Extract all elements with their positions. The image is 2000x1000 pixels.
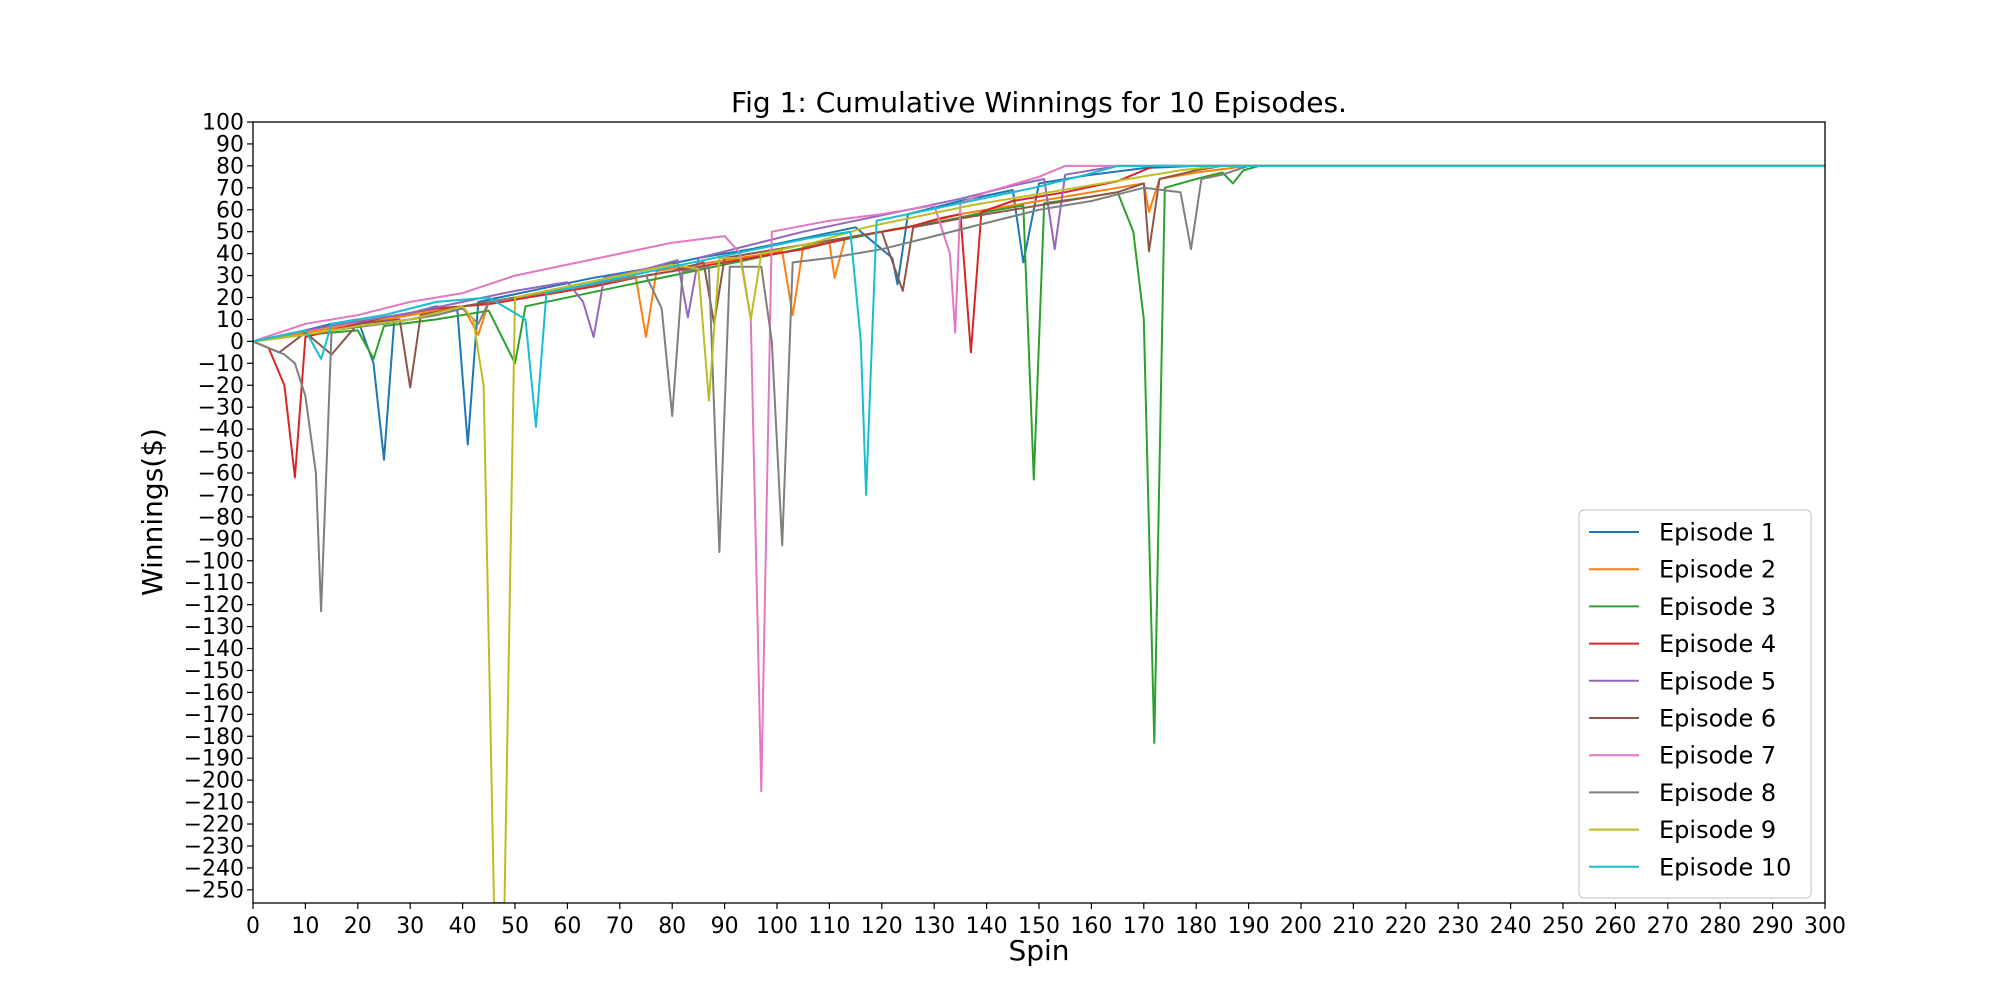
x-tick-label: 190 [1228, 914, 1270, 939]
legend: Episode 1 Episode 2 Episode 3 Episode 4 Epis… [1578, 509, 1812, 899]
x-tick-label: 90 [711, 914, 739, 939]
y-tick-label: −250 [184, 878, 244, 903]
y-tick-label: −120 [184, 593, 244, 618]
y-tick-label: −210 [184, 791, 244, 816]
x-tick-label: 290 [1752, 914, 1794, 939]
legend-label-episode-9: Episode 9 [1659, 816, 1776, 844]
y-tick-label: −190 [184, 747, 244, 772]
x-tick-label: 0 [246, 914, 260, 939]
y-tick-label: −130 [184, 615, 244, 640]
y-tick-label: −90 [198, 527, 244, 552]
y-tick-label: 40 [216, 242, 244, 267]
y-tick-label: 90 [216, 132, 244, 157]
series-lines [253, 164, 1825, 903]
x-tick-label: 250 [1542, 914, 1584, 939]
x-tick-label: 200 [1280, 914, 1322, 939]
legend-label-episode-6: Episode 6 [1659, 705, 1776, 733]
y-tick-label: −40 [198, 418, 244, 443]
x-tick-label: 40 [449, 914, 477, 939]
legend-label-episode-3: Episode 3 [1659, 593, 1776, 621]
x-tick-label: 160 [1070, 914, 1112, 939]
y-tick-label: 10 [216, 308, 244, 333]
y-tick-label: −30 [198, 396, 244, 421]
x-tick-label: 130 [913, 914, 955, 939]
x-tick-label: 150 [1018, 914, 1060, 939]
x-tick-label: 110 [808, 914, 850, 939]
legend-label-episode-1: Episode 1 [1659, 519, 1776, 547]
legend-label-episode-2: Episode 2 [1659, 556, 1776, 584]
y-tick-label: −230 [184, 834, 244, 859]
y-tick-label: −50 [198, 440, 244, 465]
x-tick-label: 60 [553, 914, 581, 939]
x-tick-label: 240 [1490, 914, 1532, 939]
y-tick-label: −80 [198, 505, 244, 530]
y-axis: 1009080706050403020100−10−20−30−40−50−60… [184, 111, 253, 903]
x-axis: 0 10 20 30 40 50 60 70 80 90 100 110 120 130 140 150 160… [246, 903, 1846, 939]
legend-label-episode-7: Episode 7 [1659, 742, 1776, 770]
y-tick-label: −240 [184, 856, 244, 881]
y-tick-label: 30 [216, 264, 244, 289]
y-tick-label: −100 [184, 549, 244, 574]
series-line-episode-9 [253, 164, 1825, 903]
x-tick-label: 80 [658, 914, 686, 939]
y-tick-label: −140 [184, 637, 244, 662]
y-tick-label: −60 [198, 462, 244, 487]
x-axis-label: Spin [1008, 934, 1069, 967]
y-tick-label: −220 [184, 813, 244, 838]
y-tick-label: 60 [216, 198, 244, 223]
x-tick-label: 210 [1332, 914, 1374, 939]
legend-label-episode-5: Episode 5 [1659, 667, 1776, 695]
y-tick-label: −180 [184, 725, 244, 750]
y-tick-label: 50 [216, 220, 244, 245]
y-tick-label: −110 [184, 571, 244, 596]
x-tick-label: 280 [1699, 914, 1741, 939]
y-tick-label: 0 [230, 330, 244, 355]
x-tick-label: 180 [1175, 914, 1217, 939]
x-tick-label: 220 [1385, 914, 1427, 939]
legend-label-episode-10: Episode 10 [1659, 853, 1791, 881]
x-tick-label: 230 [1437, 914, 1479, 939]
y-tick-label: 80 [216, 154, 244, 179]
chart-title: Fig 1: Cumulative Winnings for 10 Episod… [731, 86, 1347, 119]
series-line-episode-5 [253, 164, 1825, 343]
y-tick-label: −200 [184, 769, 244, 794]
x-tick-label: 300 [1804, 914, 1846, 939]
x-tick-label: 10 [291, 914, 319, 939]
y-tick-label: 70 [216, 176, 244, 201]
y-tick-label: −170 [184, 703, 244, 728]
y-axis-label: Winnings($) [136, 428, 169, 596]
x-tick-label: 170 [1123, 914, 1165, 939]
y-tick-label: 20 [216, 286, 244, 311]
legend-label-episode-4: Episode 4 [1659, 630, 1776, 658]
y-tick-label: −150 [184, 659, 244, 684]
y-tick-label: 100 [202, 111, 244, 136]
x-tick-label: 30 [396, 914, 424, 939]
y-tick-label: −10 [198, 352, 244, 377]
x-tick-label: 270 [1647, 914, 1689, 939]
series-line-episode-10 [253, 164, 1825, 496]
x-tick-label: 50 [501, 914, 529, 939]
legend-label-episode-8: Episode 8 [1659, 779, 1776, 807]
series-line-episode-8 [253, 164, 1825, 613]
y-tick-label: −20 [198, 374, 244, 399]
x-tick-label: 20 [344, 914, 372, 939]
x-tick-label: 120 [861, 914, 903, 939]
y-tick-label: −70 [198, 483, 244, 508]
y-tick-label: −160 [184, 681, 244, 706]
x-tick-label: 140 [966, 914, 1008, 939]
x-tick-label: 260 [1594, 914, 1636, 939]
plot-area [252, 121, 1826, 904]
x-tick-label: 70 [606, 914, 634, 939]
x-tick-label: 100 [756, 914, 798, 939]
